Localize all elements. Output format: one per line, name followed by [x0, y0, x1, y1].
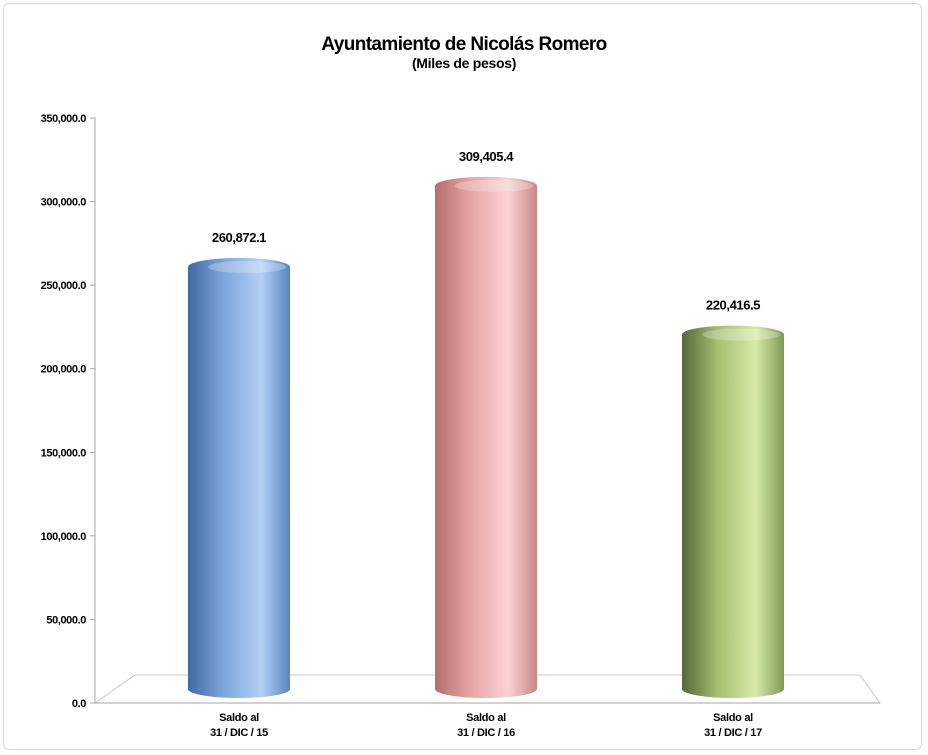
- category-label: Saldo al: [219, 712, 259, 724]
- bar-body: [188, 266, 290, 698]
- bar-cap: [435, 176, 537, 195]
- bar-cap-highlight: [702, 328, 780, 341]
- category-label: 31 / DIC / 17: [704, 727, 762, 739]
- category-label: 31 / DIC / 15: [210, 727, 268, 739]
- category-label: Saldo al: [466, 712, 506, 724]
- y-tick-label: 300,000.0: [41, 197, 87, 209]
- bar-cap-highlight: [208, 260, 286, 273]
- chart-subtitle: (Miles de pesos): [411, 55, 517, 71]
- chart-title: Ayuntamiento de Nicolás Romero: [321, 34, 607, 55]
- y-tick-label: 150,000.0: [41, 447, 87, 459]
- y-tick-label: 250,000.0: [41, 280, 87, 292]
- y-tick-label: 0.0: [72, 698, 86, 710]
- bar-body: [435, 185, 537, 699]
- bar: [188, 257, 290, 698]
- y-tick-label: 350,000.0: [41, 113, 87, 125]
- y-tick-label: 100,000.0: [41, 531, 87, 543]
- bar-cap: [188, 257, 290, 276]
- category-label: Saldo al: [713, 712, 753, 724]
- data-label: 260,872.1: [212, 230, 266, 245]
- category-label: 31 / DIC / 16: [457, 727, 515, 739]
- bar: [682, 325, 784, 698]
- bar-cap-highlight: [455, 179, 533, 192]
- bar-body: [682, 334, 784, 698]
- bar: [435, 176, 537, 699]
- data-label: 309,405.4: [459, 149, 514, 164]
- y-tick-label: 50,000.0: [46, 614, 86, 626]
- bar-cap: [682, 325, 784, 344]
- data-label: 220,416.5: [706, 298, 760, 313]
- y-tick-label: 200,000.0: [41, 364, 87, 376]
